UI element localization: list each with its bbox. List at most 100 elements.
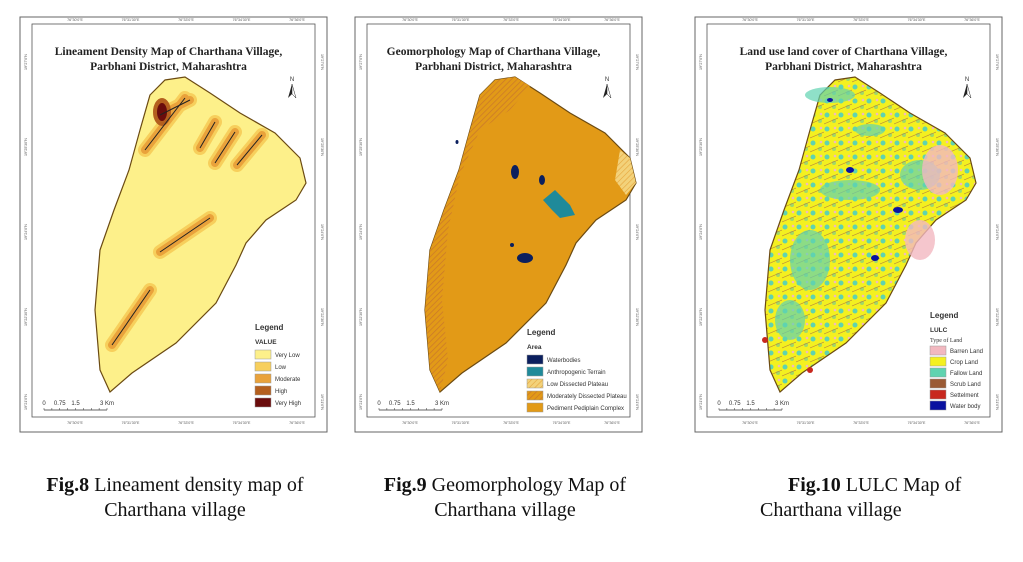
- scale-label: 3 Km: [100, 401, 114, 407]
- latitude-label: 19°21'0"N: [24, 394, 28, 410]
- lineament: [199, 121, 216, 149]
- legend-type-label: Type of Land: [930, 337, 962, 344]
- longitude-label: 76°36'0"E: [964, 421, 980, 425]
- longitude-label: 76°33'0"E: [853, 18, 869, 22]
- legend-item-label: Settelment: [950, 393, 979, 399]
- legend-item-label: Low: [275, 365, 287, 371]
- waterbody: [511, 165, 519, 179]
- map-panel-2: 76°30'0"E 76°30'0"E 76°31'30"E 76°31'30"E 76…: [354, 16, 643, 433]
- legend-swatch: [526, 378, 544, 389]
- caption-text: Lineament density map of: [89, 474, 304, 496]
- legend-swatch: [929, 400, 947, 411]
- latitude-label: 19°27'0"N: [635, 54, 639, 70]
- latitude-label: 19°27'0"N: [995, 54, 999, 70]
- caption-text: Charthana village: [760, 499, 902, 521]
- very-high-density-zone: [157, 103, 167, 121]
- village-map: [94, 76, 307, 393]
- legend-item-label: Fallow Land: [950, 371, 982, 377]
- waterbody: [539, 175, 545, 185]
- latitude-label: 19°27'0"N: [320, 54, 324, 70]
- latitude-label: 19°25'30"N: [995, 138, 999, 156]
- legend-item-label: Barren Land: [950, 349, 983, 355]
- legend-subtitle: VALUE: [255, 339, 277, 346]
- lineament: [159, 217, 211, 253]
- latitude-label: 19°21'0"N: [699, 394, 703, 410]
- caption-number: Fig.10: [788, 474, 841, 496]
- north-arrow-icon: [963, 84, 967, 98]
- map-title: Land use land cover of Charthana Village…: [740, 46, 948, 58]
- latitude-label: 19°21'0"N: [359, 394, 363, 410]
- latitude-label: 19°21'0"N: [635, 394, 639, 410]
- north-arrow-icon: [603, 84, 607, 98]
- lineament: [214, 131, 236, 164]
- legend-item-label: Waterbodies: [547, 358, 580, 364]
- legend-swatch: [929, 389, 947, 400]
- longitude-label: 76°31'30"E: [452, 421, 470, 425]
- scale-label: 1.5: [71, 401, 80, 407]
- caption-text: Charthana village: [434, 499, 576, 521]
- latitude-label: 19°27'0"N: [24, 54, 28, 70]
- longitude-label: 76°30'0"E: [742, 421, 758, 425]
- legend-item-label: Low Dissected Plateau: [547, 382, 608, 388]
- legend-item-label: Very High: [275, 401, 301, 407]
- caption-fig10: Fig.10 LULC Map of Charthana village: [760, 473, 1000, 523]
- latitude-label: 19°22'30"N: [995, 308, 999, 326]
- scale-label: 1.5: [406, 401, 415, 407]
- legend-item-label: Moderate: [275, 377, 301, 383]
- latitude-label: 19°24'0"N: [320, 224, 324, 240]
- longitude-label: 76°34'30"E: [233, 18, 251, 22]
- waterbody: [455, 140, 459, 144]
- latitude-label: 19°21'0"N: [320, 394, 324, 410]
- scale-label: 0.75: [389, 401, 401, 407]
- latitude-label: 19°24'0"N: [635, 224, 639, 240]
- longitude-label: 76°33'0"E: [503, 421, 519, 425]
- village-map: [762, 76, 977, 393]
- latitude-label: 19°25'30"N: [320, 138, 324, 156]
- legend-swatch: [929, 378, 947, 389]
- legend-swatch: [929, 345, 947, 356]
- latitude-label: 19°27'0"N: [699, 54, 703, 70]
- latitude-label: 19°22'30"N: [24, 308, 28, 326]
- longitude-label: 76°31'30"E: [122, 18, 140, 22]
- legend-item-label: Anthropogenic Terrain: [547, 370, 606, 376]
- water-body: [893, 207, 903, 213]
- caption-text: Geomorphology Map of: [426, 474, 627, 496]
- latitude-label: 19°25'30"N: [359, 138, 363, 156]
- caption-text: Charthana village: [104, 499, 246, 521]
- legend-subtitle: Area: [527, 344, 542, 351]
- waterbody: [510, 243, 514, 247]
- anthropogenic-terrain: [543, 190, 575, 218]
- caption-fig8: Fig.8 Lineament density map of Charthana…: [20, 473, 330, 523]
- settlement: [807, 367, 813, 373]
- caption-number: Fig.9: [383, 474, 427, 496]
- caption-number: Fig.8: [46, 474, 90, 496]
- legend-item-label: Crop Land: [950, 360, 978, 366]
- moderately-dissected-plateau: [425, 77, 530, 392]
- settlement: [762, 337, 768, 343]
- longitude-label: 76°30'0"E: [742, 18, 758, 22]
- latitude-label: 19°24'0"N: [995, 224, 999, 240]
- caption-text: LULC Map of: [840, 474, 962, 496]
- longitude-label: 76°31'30"E: [797, 421, 815, 425]
- longitude-label: 76°30'0"E: [402, 18, 418, 22]
- north-label: N: [605, 77, 609, 83]
- latitude-label: 19°24'0"N: [24, 224, 28, 240]
- longitude-label: 76°31'30"E: [797, 18, 815, 22]
- scale-label: 0.75: [729, 401, 741, 407]
- legend-item-label: High: [275, 389, 287, 395]
- legend-swatch: [526, 366, 544, 377]
- map-subtitle: Parbhani District, Maharashtra: [765, 61, 922, 73]
- scale-label: 3 Km: [775, 401, 789, 407]
- latitude-label: 19°25'30"N: [24, 138, 28, 156]
- lineament: [111, 289, 151, 346]
- latitude-label: 19°25'30"N: [635, 138, 639, 156]
- longitude-label: 76°36'0"E: [289, 421, 305, 425]
- barren-land-patch: [905, 220, 935, 260]
- longitude-label: 76°36'0"E: [289, 18, 305, 22]
- lineament: [236, 134, 263, 166]
- scale-label: 1.5: [746, 401, 755, 407]
- legend-title: Legend: [255, 323, 284, 332]
- legend-item-label: Very Low: [275, 353, 300, 359]
- scale-label: 0.75: [54, 401, 66, 407]
